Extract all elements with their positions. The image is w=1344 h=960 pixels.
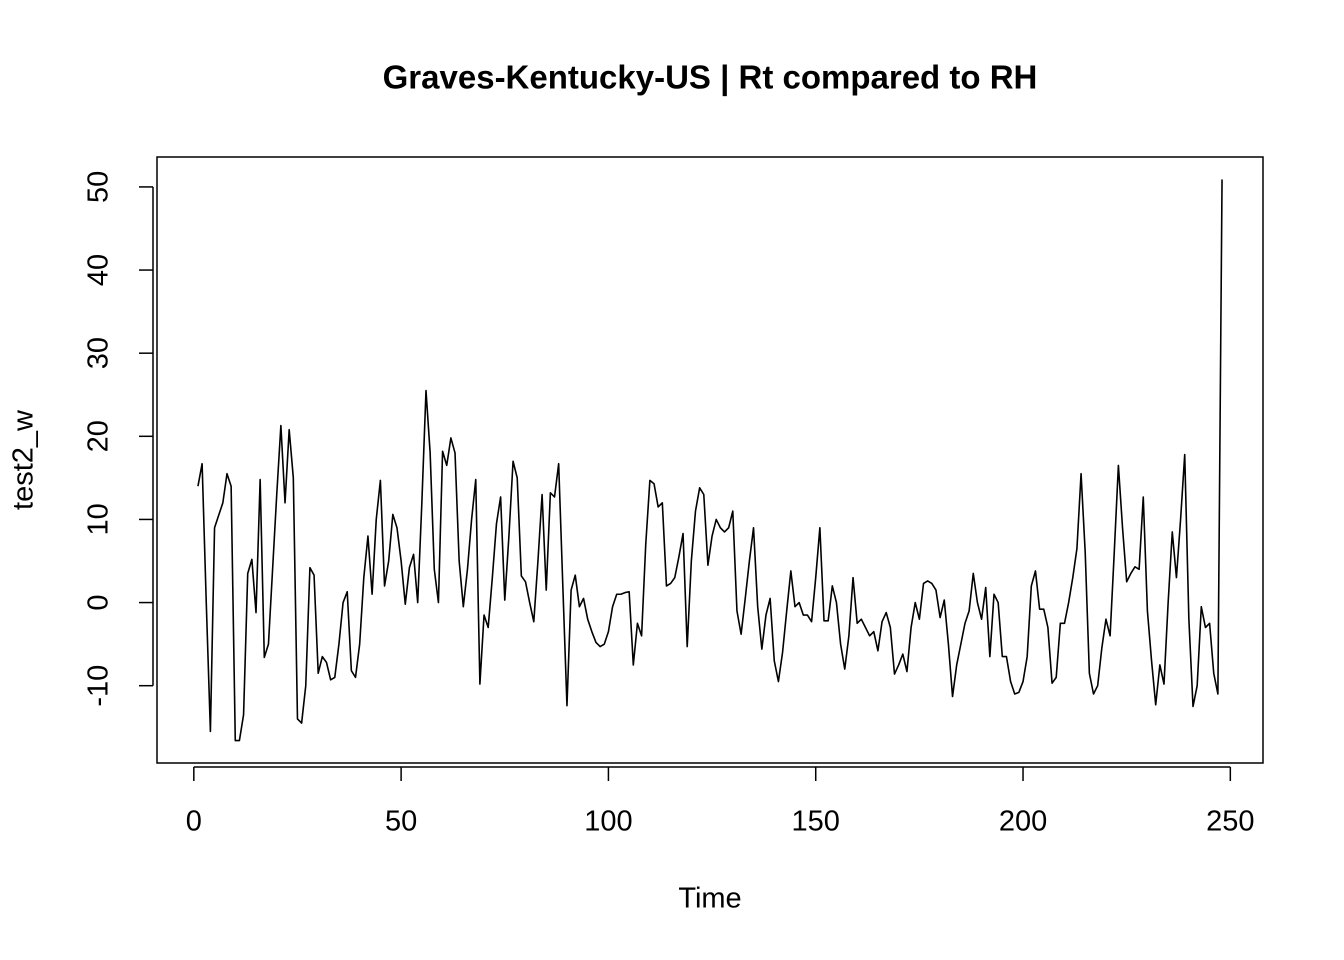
y-tick-label: 20 (83, 420, 115, 452)
x-tick-label: 100 (584, 806, 632, 838)
data-line (197, 179, 1223, 742)
y-tick-label: 0 (83, 594, 115, 610)
y-tick-label: 30 (83, 337, 115, 369)
y-axis-label: test2_w (8, 409, 40, 510)
y-tick-label: -10 (83, 665, 115, 707)
x-tick-label: 0 (186, 806, 202, 838)
x-tick-label: 200 (999, 806, 1047, 838)
x-tick-label: 150 (792, 806, 840, 838)
plot-frame (156, 156, 1264, 764)
x-tick-label: 50 (385, 806, 417, 838)
y-tick-label: 10 (83, 503, 115, 535)
y-tick-label: 50 (83, 171, 115, 203)
chart-title: Graves-Kentucky-US | Rt compared to RH (383, 59, 1038, 96)
x-axis-label: Time (678, 883, 741, 915)
y-tick-label: 40 (83, 254, 115, 286)
x-tick-label: 250 (1206, 806, 1254, 838)
